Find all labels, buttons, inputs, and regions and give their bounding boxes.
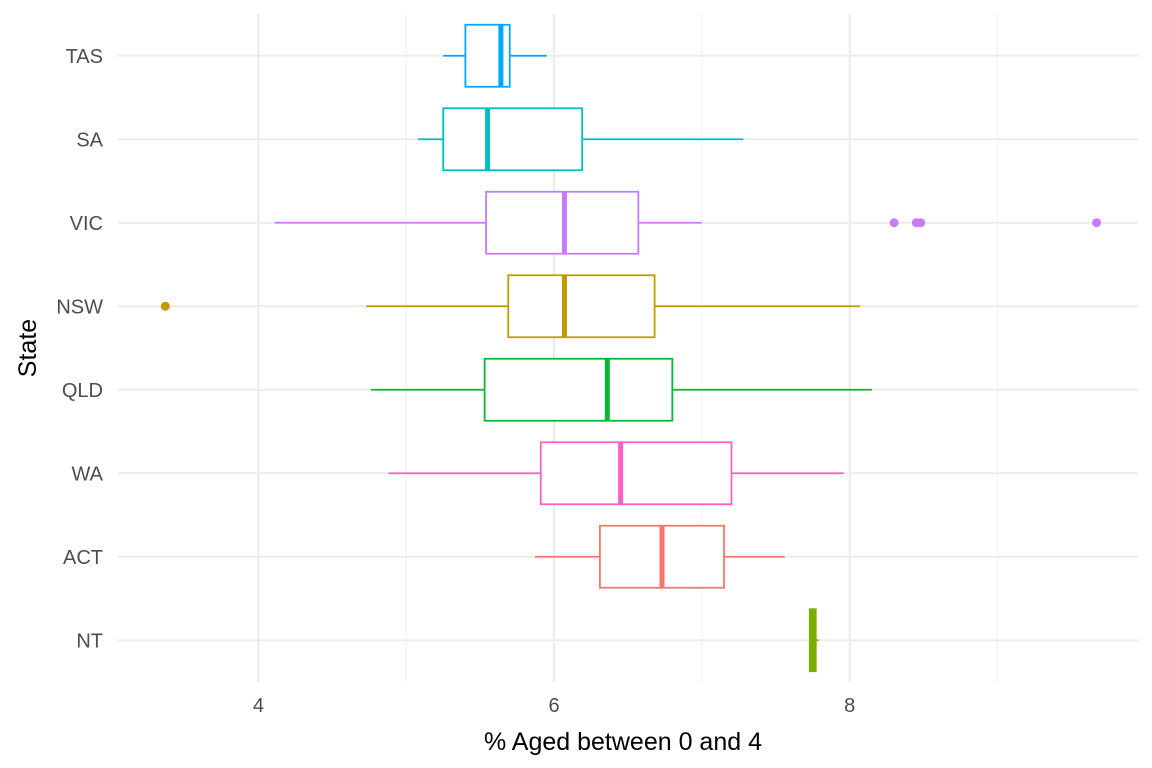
- x-axis-title: % Aged between 0 and 4: [484, 728, 762, 756]
- y-tick-label: WA: [72, 463, 104, 485]
- box-layer: [160, 23, 1102, 673]
- y-tick-label: TAS: [66, 46, 103, 68]
- x-tick-label: 6: [549, 695, 560, 717]
- outlier-point: [160, 301, 170, 311]
- outlier-point: [916, 218, 926, 228]
- box-sa: [418, 107, 744, 172]
- y-tick-label: SA: [76, 129, 103, 151]
- box-nt: [808, 608, 819, 673]
- box-iqr: [539, 441, 733, 506]
- x-tick-label: 8: [844, 695, 855, 717]
- y-tick-label: NT: [76, 630, 103, 652]
- y-axis-title: State: [14, 319, 42, 377]
- box-iqr: [442, 107, 584, 172]
- box-nsw: [160, 274, 861, 339]
- box-qld: [370, 357, 872, 422]
- y-tick-label: ACT: [63, 547, 103, 569]
- box-iqr: [507, 274, 656, 339]
- box-act: [534, 524, 785, 589]
- box-wa: [388, 441, 844, 506]
- box-iqr: [483, 357, 674, 422]
- box-tas: [443, 23, 547, 88]
- y-tick-label: VIC: [70, 213, 103, 235]
- box-vic: [274, 190, 1102, 255]
- tick-labels: 4 6 8 NT ACT WA QLD NSW VIC SA TAS: [56, 46, 855, 717]
- outlier-point: [889, 218, 899, 228]
- y-tick-label: NSW: [56, 296, 103, 318]
- y-tick-label: QLD: [62, 380, 103, 402]
- outlier-point: [1092, 218, 1102, 228]
- x-tick-label: 4: [253, 695, 264, 717]
